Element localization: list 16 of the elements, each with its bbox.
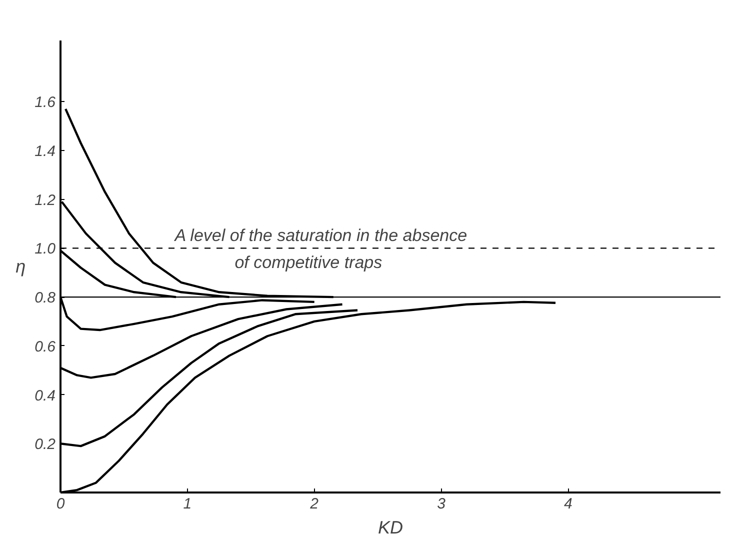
x-tick-label: 2 (309, 496, 320, 512)
y-tick-label: 0.8 (34, 290, 56, 307)
y-tick-label: 0.6 (34, 338, 56, 356)
annotation: A level of the saturation in the absence of competitive traps (174, 226, 468, 272)
y-tick-label: 0.2 (34, 436, 56, 454)
x-tick-label: 0 (56, 496, 66, 512)
y-tick-label: 0.4 (34, 387, 56, 404)
x-tick-label: 3 (437, 496, 446, 512)
y-tick-label: 1.4 (34, 142, 56, 160)
y-tick-label: 1.6 (34, 94, 56, 112)
x-tick-label: 4 (564, 496, 572, 512)
y-tick-label: 1.0 (34, 240, 56, 258)
x-tick-label: 1 (183, 496, 192, 512)
y-tick-label: 1.2 (34, 192, 56, 209)
x-axis-title: KD (378, 518, 404, 538)
y-axis-title: η (16, 256, 26, 276)
